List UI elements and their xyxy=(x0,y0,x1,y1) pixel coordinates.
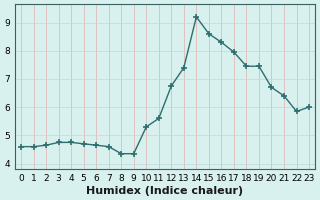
X-axis label: Humidex (Indice chaleur): Humidex (Indice chaleur) xyxy=(86,186,244,196)
